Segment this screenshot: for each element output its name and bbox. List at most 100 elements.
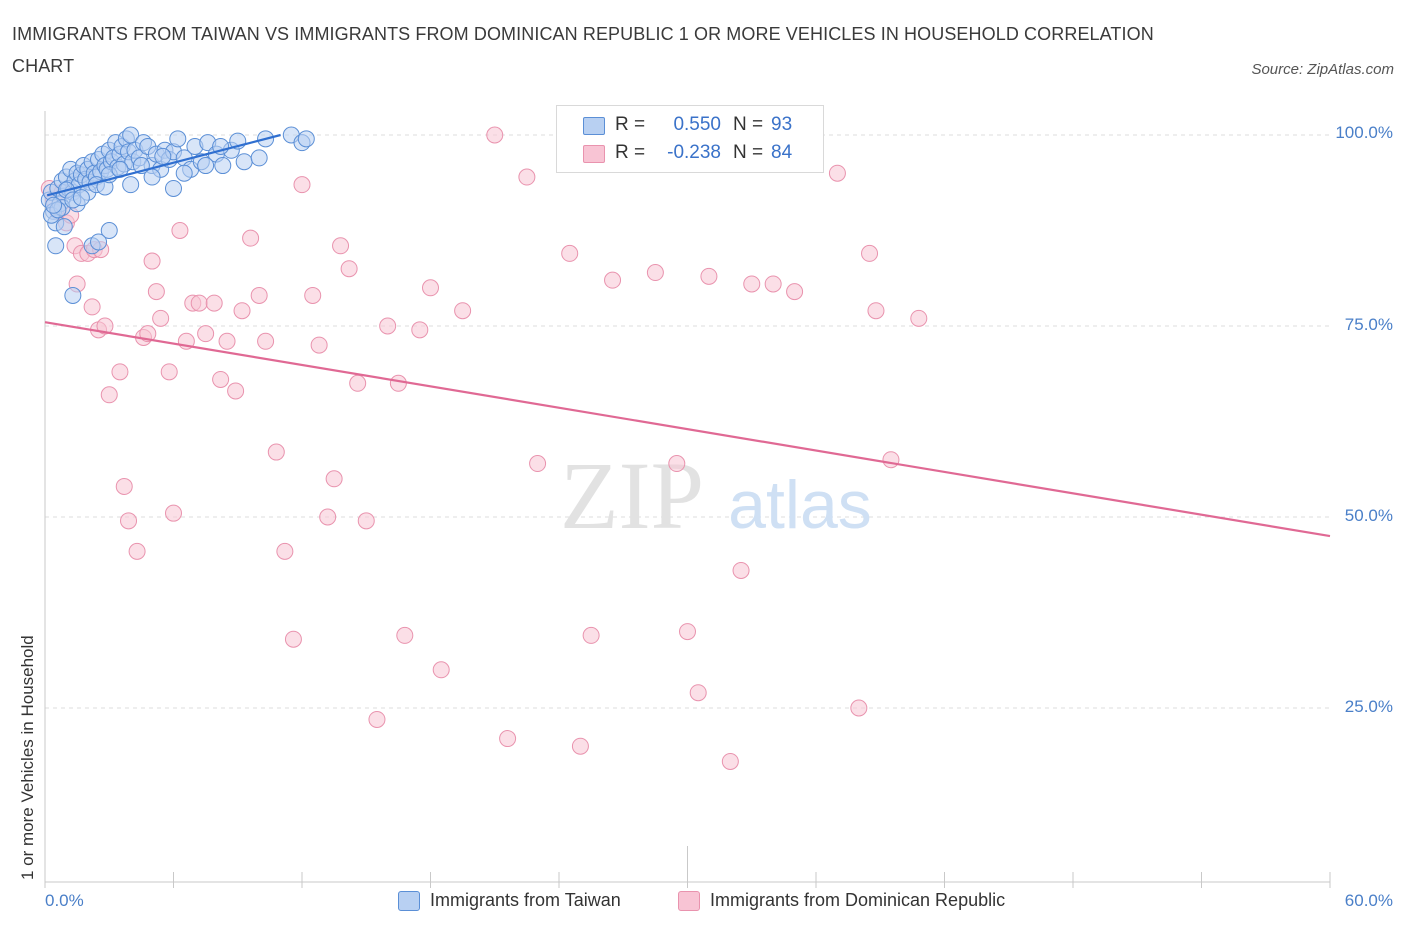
source-label: Source: ZipAtlas.com [1251, 61, 1394, 78]
point-taiwan [175, 164, 193, 182]
point-dominican-republic [357, 512, 375, 530]
legend-row-taiwan: R = 0.550 N = 93 [557, 111, 823, 139]
trend-line-taiwan [46, 133, 281, 197]
legend-label-dominican-republic: Immigrants from Dominican Republic [710, 890, 1006, 910]
point-dominican-republic [128, 542, 146, 560]
point-dominican-republic [340, 260, 358, 278]
x-tick-max: 60.0% [1344, 891, 1393, 910]
correlation-legend: R = 0.550 N = 93 R = -0.238 N = 84 [556, 105, 824, 173]
point-dominican-republic [732, 561, 750, 579]
legend-r-value-taiwan: 0.550 [673, 114, 721, 135]
point-dominican-republic [304, 286, 322, 304]
watermark-atlas: atlas [728, 467, 872, 543]
y-tick-75: 75.0% [1344, 315, 1393, 334]
point-taiwan [64, 286, 82, 304]
legend-swatch-taiwan [398, 891, 420, 911]
gridlines [45, 134, 1330, 709]
point-taiwan [90, 233, 108, 251]
point-dominican-republic [171, 222, 189, 239]
point-dominican-republic [212, 370, 230, 388]
trend-lines [44, 133, 1331, 538]
point-taiwan [122, 176, 140, 194]
point-dominican-republic [143, 252, 161, 270]
point-dominican-republic [83, 298, 101, 316]
point-dominican-republic [276, 542, 294, 560]
legend-n-value-taiwan: 93 [771, 114, 793, 135]
x-tick-min: 0.0% [45, 891, 84, 910]
point-dominican-republic [411, 321, 429, 339]
point-dominican-republic [396, 626, 414, 644]
point-dominican-republic [267, 443, 285, 461]
point-dominican-republic [432, 661, 450, 679]
legend-row-dominican-republic: R = -0.238 N = 84 [557, 139, 823, 167]
legend-label-taiwan: Immigrants from Taiwan [430, 890, 621, 910]
point-dominican-republic [764, 275, 782, 293]
point-dominican-republic [529, 455, 547, 473]
point-dominican-republic [147, 283, 165, 301]
point-taiwan [297, 130, 315, 148]
legend-n-label: N = [733, 114, 764, 135]
point-dominican-republic [115, 477, 133, 495]
point-taiwan [45, 196, 63, 214]
point-dominican-republic [284, 630, 302, 648]
series-dominican-republic-points [40, 126, 928, 770]
point-dominican-republic [242, 229, 260, 247]
series-taiwan-points [40, 126, 315, 304]
point-taiwan [214, 157, 232, 175]
point-dominican-republic [349, 374, 367, 392]
point-dominican-republic [197, 325, 215, 343]
point-dominican-republic [233, 302, 251, 320]
point-dominican-republic [499, 730, 517, 748]
point-dominican-republic [721, 752, 739, 770]
point-dominican-republic [120, 512, 138, 530]
legend-n-label: N = [733, 142, 764, 163]
y-axis-label: 1 or more Vehicles in Household [18, 635, 37, 880]
y-tick-25: 25.0% [1344, 697, 1393, 716]
point-taiwan [47, 237, 65, 255]
point-dominican-republic [293, 176, 311, 194]
chart-title: IMMIGRANTS FROM TAIWAN VS IMMIGRANTS FRO… [12, 24, 1154, 76]
point-dominican-republic [205, 294, 223, 312]
point-dominican-republic [646, 264, 664, 282]
point-dominican-republic [422, 279, 439, 297]
point-dominican-republic [867, 302, 885, 320]
point-taiwan [72, 189, 90, 207]
y-tick-50: 50.0% [1344, 506, 1393, 525]
legend-swatch-dominican-republic [583, 145, 605, 163]
point-dominican-republic [454, 302, 472, 320]
point-dominican-republic [518, 168, 536, 186]
point-dominican-republic [190, 294, 208, 312]
point-dominican-republic [325, 470, 343, 488]
point-dominican-republic [389, 374, 407, 392]
legend-swatch-dominican-republic [678, 891, 700, 911]
point-taiwan [154, 147, 172, 165]
point-dominican-republic [861, 244, 879, 262]
point-dominican-republic [379, 317, 397, 335]
point-dominican-republic [257, 332, 275, 350]
point-dominican-republic [218, 332, 236, 350]
point-dominican-republic [700, 267, 718, 285]
point-taiwan [169, 130, 187, 148]
y-tick-100: 100.0% [1335, 123, 1393, 142]
point-dominican-republic [850, 699, 868, 717]
point-dominican-republic [743, 275, 761, 293]
point-dominican-republic [227, 382, 245, 400]
point-dominican-republic [571, 737, 589, 755]
point-dominican-republic [689, 684, 707, 702]
x-axis-ticks [44, 846, 1331, 888]
point-dominican-republic [668, 455, 686, 473]
point-dominican-republic [111, 363, 129, 381]
point-dominican-republic [368, 710, 386, 728]
point-dominican-republic [910, 309, 928, 327]
point-taiwan [197, 157, 215, 175]
point-dominican-republic [310, 336, 328, 354]
point-dominican-republic [250, 286, 268, 304]
point-dominican-republic [679, 623, 696, 641]
point-taiwan [235, 153, 253, 171]
point-dominican-republic [332, 237, 350, 255]
point-dominican-republic [165, 504, 182, 522]
legend-r-value-dominican-republic: -0.238 [667, 142, 721, 163]
point-dominican-republic [786, 283, 804, 301]
point-dominican-republic [582, 626, 600, 644]
legend-n-value-dominican-republic: 84 [771, 142, 793, 163]
